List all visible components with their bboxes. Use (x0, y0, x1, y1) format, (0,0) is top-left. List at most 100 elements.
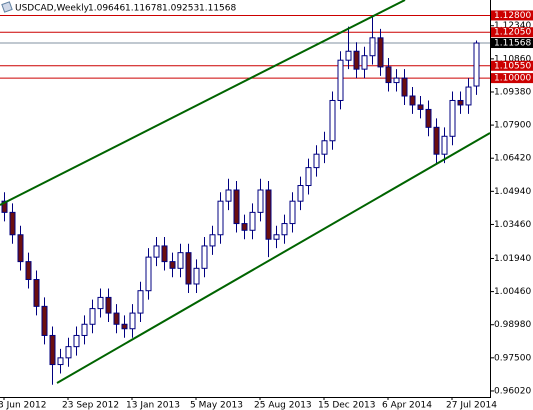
x-tick-label: 6 Apr 2014 (382, 401, 432, 410)
candle-body (193, 267, 200, 285)
candle-body (433, 126, 440, 155)
candle-body (209, 234, 216, 247)
candle-body (137, 290, 144, 314)
level-label-box (491, 10, 533, 21)
candle-body (305, 167, 312, 187)
candle-body (409, 95, 416, 106)
candle-body (65, 346, 72, 359)
candle-body (289, 200, 296, 225)
x-tick-label: 13 Jan 2013 (126, 401, 180, 410)
candle-body (97, 296, 104, 310)
candle-body (17, 234, 24, 263)
candle-body (273, 234, 280, 240)
candle-body (465, 86, 472, 106)
level-label-box (491, 73, 533, 84)
candle-body (169, 261, 176, 269)
candle-body (185, 252, 192, 285)
level-label: 1.11568 (494, 39, 531, 49)
candle-body (73, 334, 80, 348)
y-tick-label: 0.98980 (494, 320, 531, 330)
x-tick-label: 3 Jun 2012 (0, 401, 46, 410)
candle-body (441, 135, 448, 155)
x-tick-label: 23 Sep 2012 (62, 401, 119, 410)
candle-body (321, 140, 328, 155)
candle-body (9, 211, 16, 236)
x-tick-label: 27 Jul 2014 (446, 401, 497, 410)
x-tick-label: 15 Dec 2013 (318, 401, 376, 410)
candle-body (25, 261, 32, 281)
x-tick-label: 25 Aug 2013 (254, 401, 312, 410)
header-close: 1.11568 (199, 4, 236, 14)
candle-body (385, 66, 392, 84)
upper-trend-line (0, 0, 406, 206)
candle-body (153, 245, 160, 258)
y-tick-label: 1.01940 (494, 254, 531, 264)
candle-body (297, 185, 304, 202)
candle-body (393, 77, 400, 84)
candle-body (201, 245, 208, 269)
symbol: USDCAD,Weekly (15, 4, 90, 14)
candle-body (81, 323, 88, 336)
level-label: 1.10000 (494, 74, 531, 84)
candle-body (337, 59, 344, 101)
level-label-box (491, 60, 533, 71)
symbol-icon (1, 1, 13, 13)
level-label: 1.12050 (494, 28, 531, 38)
y-tick-label: 0.96020 (494, 386, 531, 396)
y-tick-label: 1.07900 (494, 121, 531, 131)
candle-body (353, 50, 360, 70)
candle-body (457, 99, 464, 106)
candle-body (233, 189, 240, 225)
y-tick-label: 1.09380 (494, 87, 531, 97)
y-tick-label: 1.12340 (494, 21, 531, 31)
candle-body (417, 104, 424, 110)
candle-body (161, 245, 168, 263)
candle-body (361, 55, 368, 70)
candle-body (217, 200, 224, 236)
x-tick-label: 5 May 2013 (190, 401, 243, 410)
y-tick-label: 0.97500 (494, 353, 531, 363)
candle-body (1, 200, 8, 213)
header-low: 1.09253 (162, 4, 199, 14)
level-label: 1.10550 (494, 61, 531, 71)
candle-body (329, 99, 336, 142)
candle-body (473, 42, 480, 87)
candle-body (41, 305, 48, 336)
candle-body (281, 223, 288, 236)
plot-area (0, 14, 490, 385)
candle-body (145, 256, 152, 292)
candle-body (121, 323, 128, 330)
candle-body (113, 312, 120, 325)
candle-body (49, 334, 56, 366)
candle-body (265, 189, 272, 240)
candle-body (129, 312, 136, 330)
candle-body (313, 153, 320, 169)
level-label-box (491, 38, 533, 49)
candle-body (369, 37, 376, 57)
y-tick-label: 1.06420 (494, 154, 531, 164)
candle-body (177, 252, 184, 269)
y-tick-label: 1.10860 (494, 54, 531, 64)
candle-body (377, 37, 384, 68)
level-label-box (491, 27, 533, 38)
level-label: 1.12800 (494, 11, 531, 21)
candle-body (449, 99, 456, 137)
candle-body (401, 77, 408, 97)
candle-body (105, 296, 112, 314)
candle-body (33, 279, 40, 307)
candle-body (257, 189, 264, 213)
candle-body (425, 108, 432, 128)
candle-body (241, 223, 248, 231)
y-tick-label: 1.00460 (494, 287, 531, 297)
candle-body (345, 50, 352, 61)
y-tick-label: 1.03460 (494, 220, 531, 230)
lower-trend-line (56, 132, 491, 384)
header-high: 1.11678 (125, 4, 162, 14)
y-tick-label: 1.04940 (494, 187, 531, 197)
candle-body (225, 189, 232, 202)
candle-body (89, 308, 96, 325)
header-open: 1.09646 (88, 4, 125, 14)
candle-body (57, 357, 64, 366)
candle-body (249, 211, 256, 231)
